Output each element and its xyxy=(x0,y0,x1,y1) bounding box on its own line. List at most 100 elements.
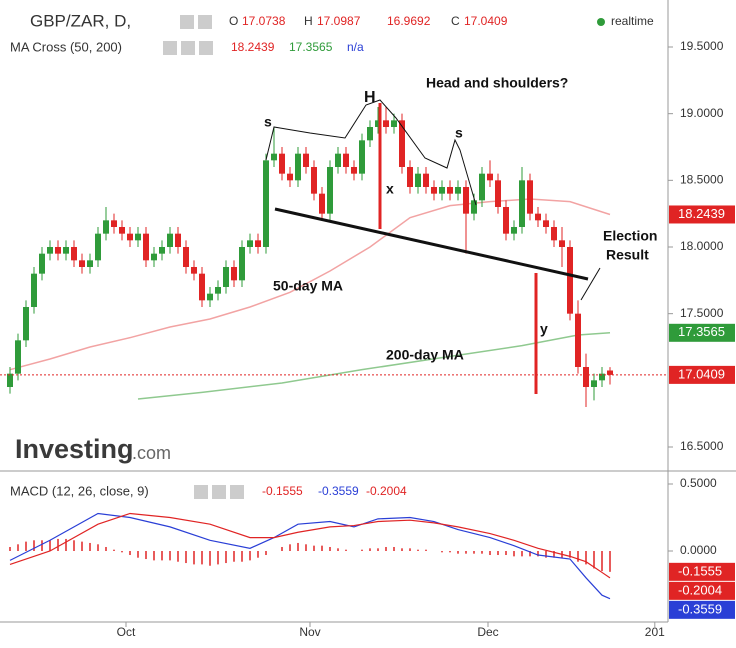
price-tag xyxy=(669,562,735,581)
candle-body xyxy=(71,247,77,261)
logo: Investing xyxy=(15,434,134,464)
candle-body xyxy=(95,233,101,261)
price-tag xyxy=(669,600,735,619)
series-line xyxy=(9,512,611,579)
candle-body xyxy=(447,187,453,194)
icon[interactable] xyxy=(181,41,195,55)
candle-body xyxy=(191,267,197,274)
candle-body xyxy=(359,140,365,174)
price-tag xyxy=(669,205,735,224)
candle-body xyxy=(495,180,501,207)
marks xyxy=(0,107,668,600)
x-tick-label: 201 xyxy=(645,625,665,639)
candle-body xyxy=(247,240,253,247)
candle-body xyxy=(519,180,525,227)
candle-body xyxy=(311,167,317,194)
legend-value: -0.1555 xyxy=(262,484,303,498)
annotation: y xyxy=(540,321,548,337)
price-tag-label: -0.1555 xyxy=(678,563,722,578)
pattern-line xyxy=(265,99,477,206)
candle-body xyxy=(263,160,269,247)
candle-body xyxy=(183,247,189,267)
annotation: Head and shoulders? xyxy=(426,75,568,91)
annotation: 200-day MA xyxy=(386,347,464,363)
icon[interactable] xyxy=(230,485,244,499)
y-tick-label: 0.5000 xyxy=(680,476,717,490)
legend-value: n/a xyxy=(347,40,364,54)
candle-body xyxy=(383,120,389,127)
candle-body xyxy=(575,313,581,367)
x-tick-label: Oct xyxy=(117,625,136,639)
legend-value: 17.3565 xyxy=(289,40,333,54)
candle-body xyxy=(415,173,421,187)
candle-body xyxy=(15,340,21,374)
candle-body xyxy=(47,247,53,254)
icon[interactable] xyxy=(198,15,212,29)
candle-body xyxy=(79,260,85,267)
legend-value: 17.0738 xyxy=(242,14,286,28)
icon[interactable] xyxy=(163,41,177,55)
annotation: Election xyxy=(603,228,657,244)
annotation: s xyxy=(455,125,463,141)
candle-body xyxy=(471,200,477,214)
candle-body xyxy=(175,233,181,247)
legend-value: 18.2439 xyxy=(231,40,275,54)
candle-body xyxy=(583,367,589,387)
candle-body xyxy=(103,220,109,234)
candle-body xyxy=(319,193,325,214)
annotation: Result xyxy=(606,247,649,263)
price-tag-label: 18.2439 xyxy=(678,206,725,221)
series-line xyxy=(9,512,611,600)
icon[interactable] xyxy=(194,485,208,499)
candle-body xyxy=(279,153,285,174)
price-tag xyxy=(669,581,735,600)
candle-body xyxy=(559,240,565,247)
y-tick-label: 18.5000 xyxy=(680,173,724,187)
candle-body xyxy=(479,173,485,201)
candle-body xyxy=(87,260,93,267)
icon[interactable] xyxy=(180,15,194,29)
icon[interactable] xyxy=(199,41,213,55)
candle-body xyxy=(543,220,549,227)
candle-body xyxy=(111,220,117,227)
candle-body xyxy=(503,207,509,234)
candle-body xyxy=(391,120,397,127)
price-tag xyxy=(669,365,735,384)
legend-value: -0.2004 xyxy=(366,484,407,498)
icon[interactable] xyxy=(212,485,226,499)
x-tick-label: Dec xyxy=(477,625,498,639)
candle-body xyxy=(567,247,573,314)
price-tag-label: -0.3559 xyxy=(678,601,722,616)
candle-body xyxy=(55,247,61,254)
candle-body xyxy=(151,253,157,261)
legend-value: 17.0987 xyxy=(317,14,361,28)
status: realtime xyxy=(611,14,654,28)
candle-body xyxy=(135,233,141,241)
candle-body xyxy=(607,370,613,375)
candle-body xyxy=(399,120,405,167)
candle-body xyxy=(327,167,333,214)
legend-value: -0.3559 xyxy=(318,484,359,498)
price-tag-label: -0.2004 xyxy=(678,582,722,597)
candle-body xyxy=(215,287,221,294)
candle-body xyxy=(63,247,69,254)
candle-body xyxy=(511,227,517,234)
candle-body xyxy=(39,253,45,274)
status-dot xyxy=(597,18,605,26)
y-tick-label: 18.0000 xyxy=(680,239,724,253)
series-line xyxy=(9,198,611,371)
annotation: 50-day MA xyxy=(273,278,343,294)
y-tick-label: 17.5000 xyxy=(680,306,724,320)
candle-body xyxy=(343,153,349,167)
legend-value: 16.9692 xyxy=(387,14,431,28)
candle-body xyxy=(295,153,301,181)
candle-body xyxy=(351,167,357,174)
candle-body xyxy=(159,247,165,254)
logo: .com xyxy=(132,443,171,463)
chart-title: GBP/ZAR, D, xyxy=(30,11,131,30)
candle-body xyxy=(207,293,213,301)
candle-body xyxy=(7,373,13,387)
price-tag-label: 17.0409 xyxy=(678,366,725,381)
